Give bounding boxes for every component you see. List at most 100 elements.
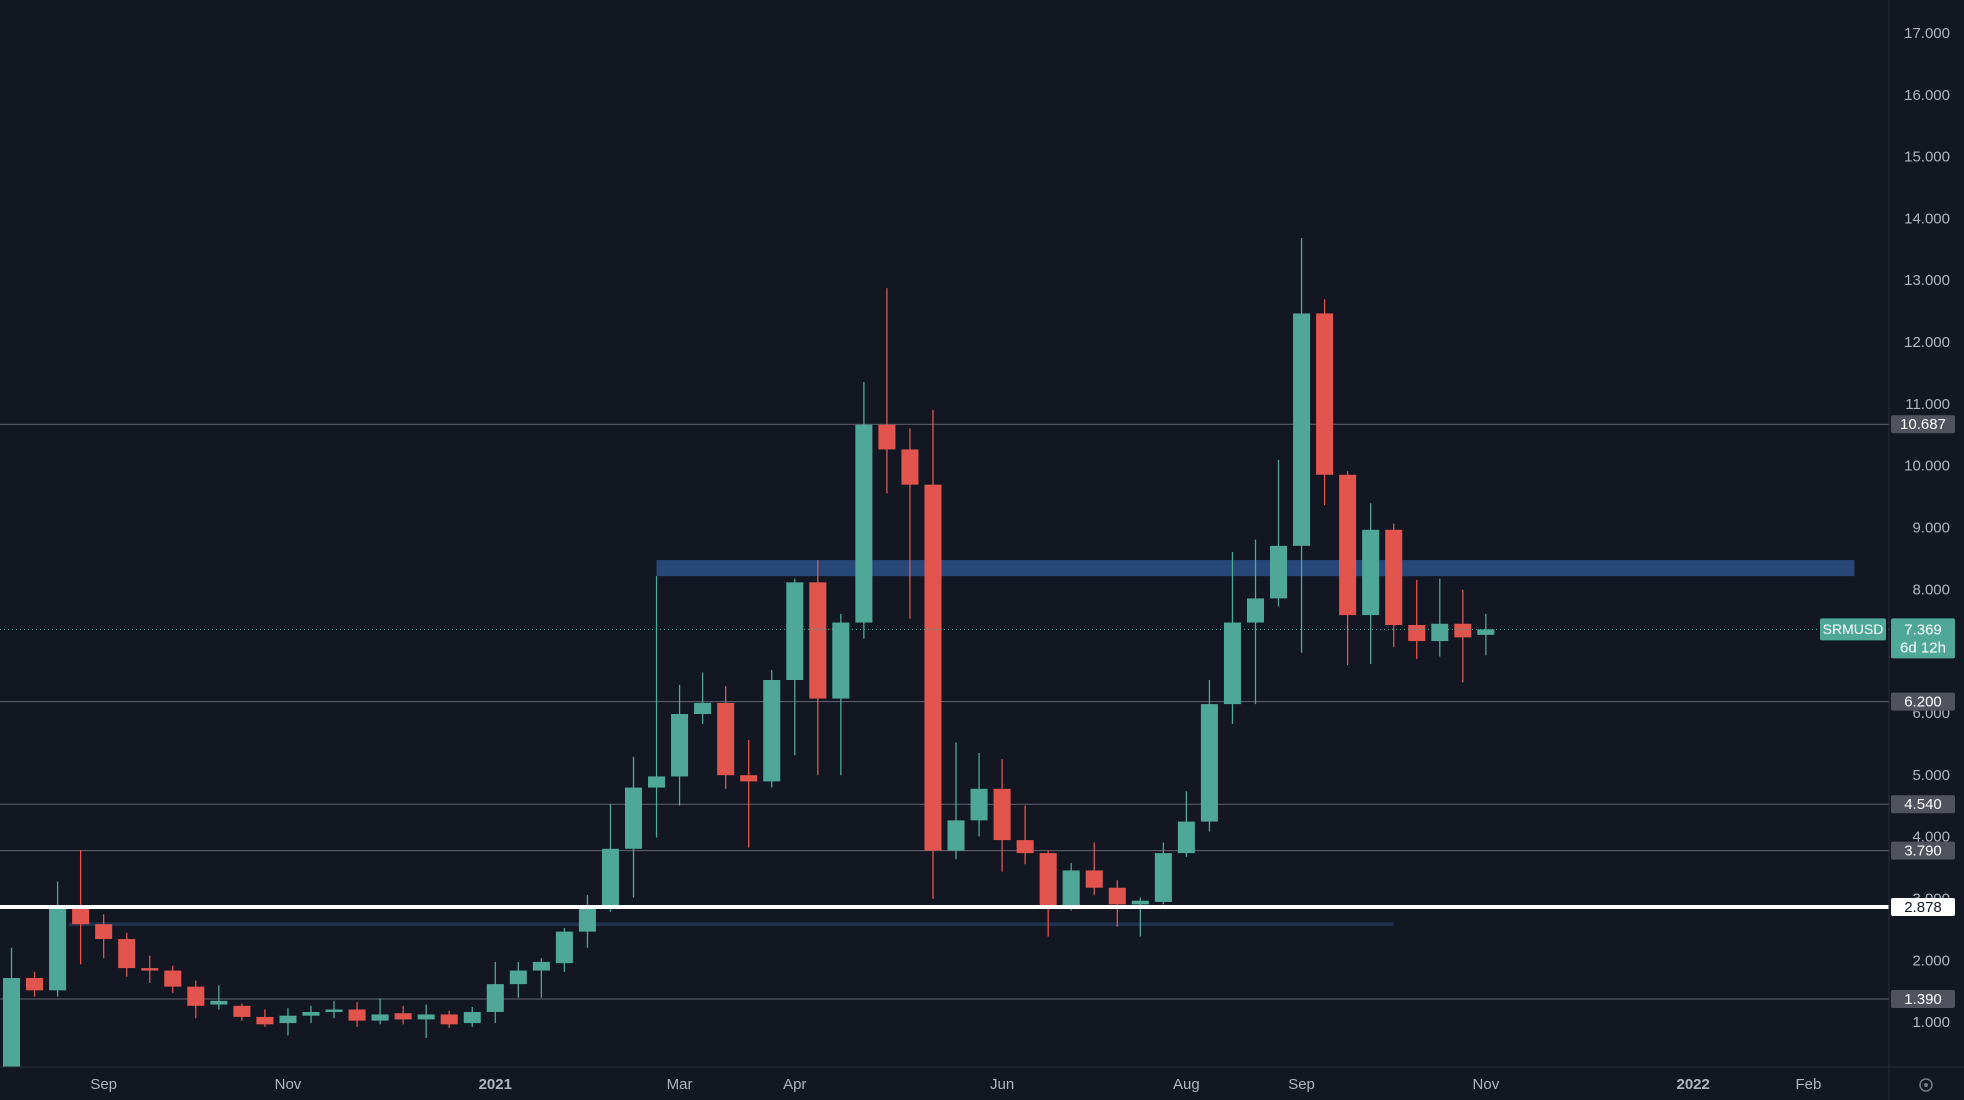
x-tick-label: Jun (990, 1076, 1014, 1093)
x-tick-label: Sep (90, 1076, 117, 1093)
candle-body (302, 1011, 320, 1016)
plot-area (0, 238, 1889, 1067)
candle-body (463, 1011, 481, 1024)
x-tick-label: Feb (1795, 1076, 1821, 1093)
candle-body (1316, 313, 1334, 475)
candle-body (164, 970, 182, 987)
x-tick-label: 2022 (1677, 1076, 1710, 1093)
candle-body (118, 939, 136, 969)
x-tick-label: Nov (1473, 1076, 1500, 1093)
candle-body (72, 908, 90, 925)
y-tick-label: 11.000 (1905, 396, 1950, 413)
candle-body (233, 1005, 251, 1017)
candle-body (694, 702, 712, 715)
candle-body (555, 931, 573, 964)
candle-body (509, 970, 527, 985)
candle-body (901, 449, 919, 485)
candle-body (394, 1013, 412, 1020)
y-tick-label: 4.000 (1912, 829, 1950, 846)
candle-body (95, 924, 113, 940)
candle-body (1362, 529, 1380, 616)
candle-body (1062, 870, 1080, 909)
candle-body (325, 1009, 343, 1012)
candle-body (740, 775, 758, 782)
candle-body (1385, 529, 1403, 625)
candle-body (601, 848, 619, 907)
candle-body (1339, 474, 1357, 616)
candle-body (1223, 622, 1241, 705)
candle-body (717, 702, 735, 776)
y-tick-label: 12.000 (1904, 334, 1950, 351)
zone (69, 922, 1394, 927)
level-label-box (1891, 795, 1955, 814)
x-tick-label: Mar (667, 1076, 693, 1093)
key-level-label: 2.878 (1904, 899, 1942, 916)
level-label-box (1891, 841, 1955, 860)
y-tick-label: 10.000 (1904, 458, 1950, 475)
symbol-label: SRMUSD (1823, 621, 1884, 637)
level-label: 4.540 (1904, 796, 1942, 813)
candle-body (486, 984, 504, 1012)
last-price-box (1891, 618, 1955, 659)
candle-body (1477, 629, 1495, 635)
price-axis: 1.0002.0003.0004.0005.0006.0007.0008.000… (1891, 25, 1955, 1031)
candle-body (141, 968, 159, 971)
candle-body (187, 986, 205, 1006)
countdown-label: 6d 12h (1900, 639, 1946, 656)
candle-body (1454, 623, 1472, 638)
candle-body (440, 1014, 458, 1025)
candle-body (49, 908, 67, 991)
candle-body (1200, 704, 1218, 822)
y-tick-label: 16.000 (1904, 87, 1950, 104)
x-tick-label: Apr (783, 1076, 806, 1093)
level-label: 3.790 (1904, 843, 1942, 860)
candle-body (786, 582, 804, 681)
level-label: 1.390 (1904, 991, 1942, 1008)
candle-body (578, 906, 596, 932)
y-tick-label: 17.000 (1904, 25, 1950, 42)
y-tick-label: 5.000 (1912, 767, 1950, 784)
candle-body (1431, 623, 1449, 642)
candle-body (279, 1015, 297, 1024)
level-label-box (1891, 989, 1955, 1008)
candle-body (532, 961, 550, 971)
candle-body (809, 582, 827, 699)
candle-body (855, 424, 873, 623)
candle-body (763, 680, 781, 782)
candle-body (832, 622, 850, 699)
candle-body (970, 788, 988, 821)
candle-body (1039, 853, 1057, 909)
candle-body (1270, 545, 1288, 599)
y-tick-label: 13.000 (1904, 272, 1950, 289)
candle-body (993, 788, 1011, 841)
level-label: 10.687 (1900, 416, 1946, 433)
candle-body (671, 714, 689, 777)
candle-body (924, 484, 942, 851)
settings-button[interactable] (1919, 1078, 1933, 1092)
candle-body (648, 776, 666, 788)
y-tick-label: 8.000 (1912, 581, 1950, 598)
symbol-label-box (1820, 618, 1886, 641)
x-tick-label: Nov (275, 1076, 302, 1093)
x-tick-label: 2021 (479, 1076, 512, 1093)
y-tick-label: 9.000 (1912, 520, 1950, 537)
candle-body (348, 1009, 366, 1021)
key-level-label-box (1891, 898, 1955, 917)
candle-body (210, 1000, 228, 1005)
level-label: 6.200 (1904, 694, 1942, 711)
x-tick-label: Sep (1288, 1076, 1315, 1093)
candle-body (1131, 900, 1149, 905)
level-label-box (1891, 415, 1955, 434)
candle-body (256, 1016, 274, 1025)
candle-body (1293, 313, 1311, 546)
y-tick-label: 2.000 (1912, 952, 1950, 969)
candle-body (1108, 887, 1126, 905)
y-tick-label: 14.000 (1904, 210, 1950, 227)
candle-body (1085, 870, 1103, 888)
candle-body (878, 424, 896, 450)
candle-body (1016, 840, 1034, 854)
x-tick-label: Aug (1173, 1076, 1200, 1093)
